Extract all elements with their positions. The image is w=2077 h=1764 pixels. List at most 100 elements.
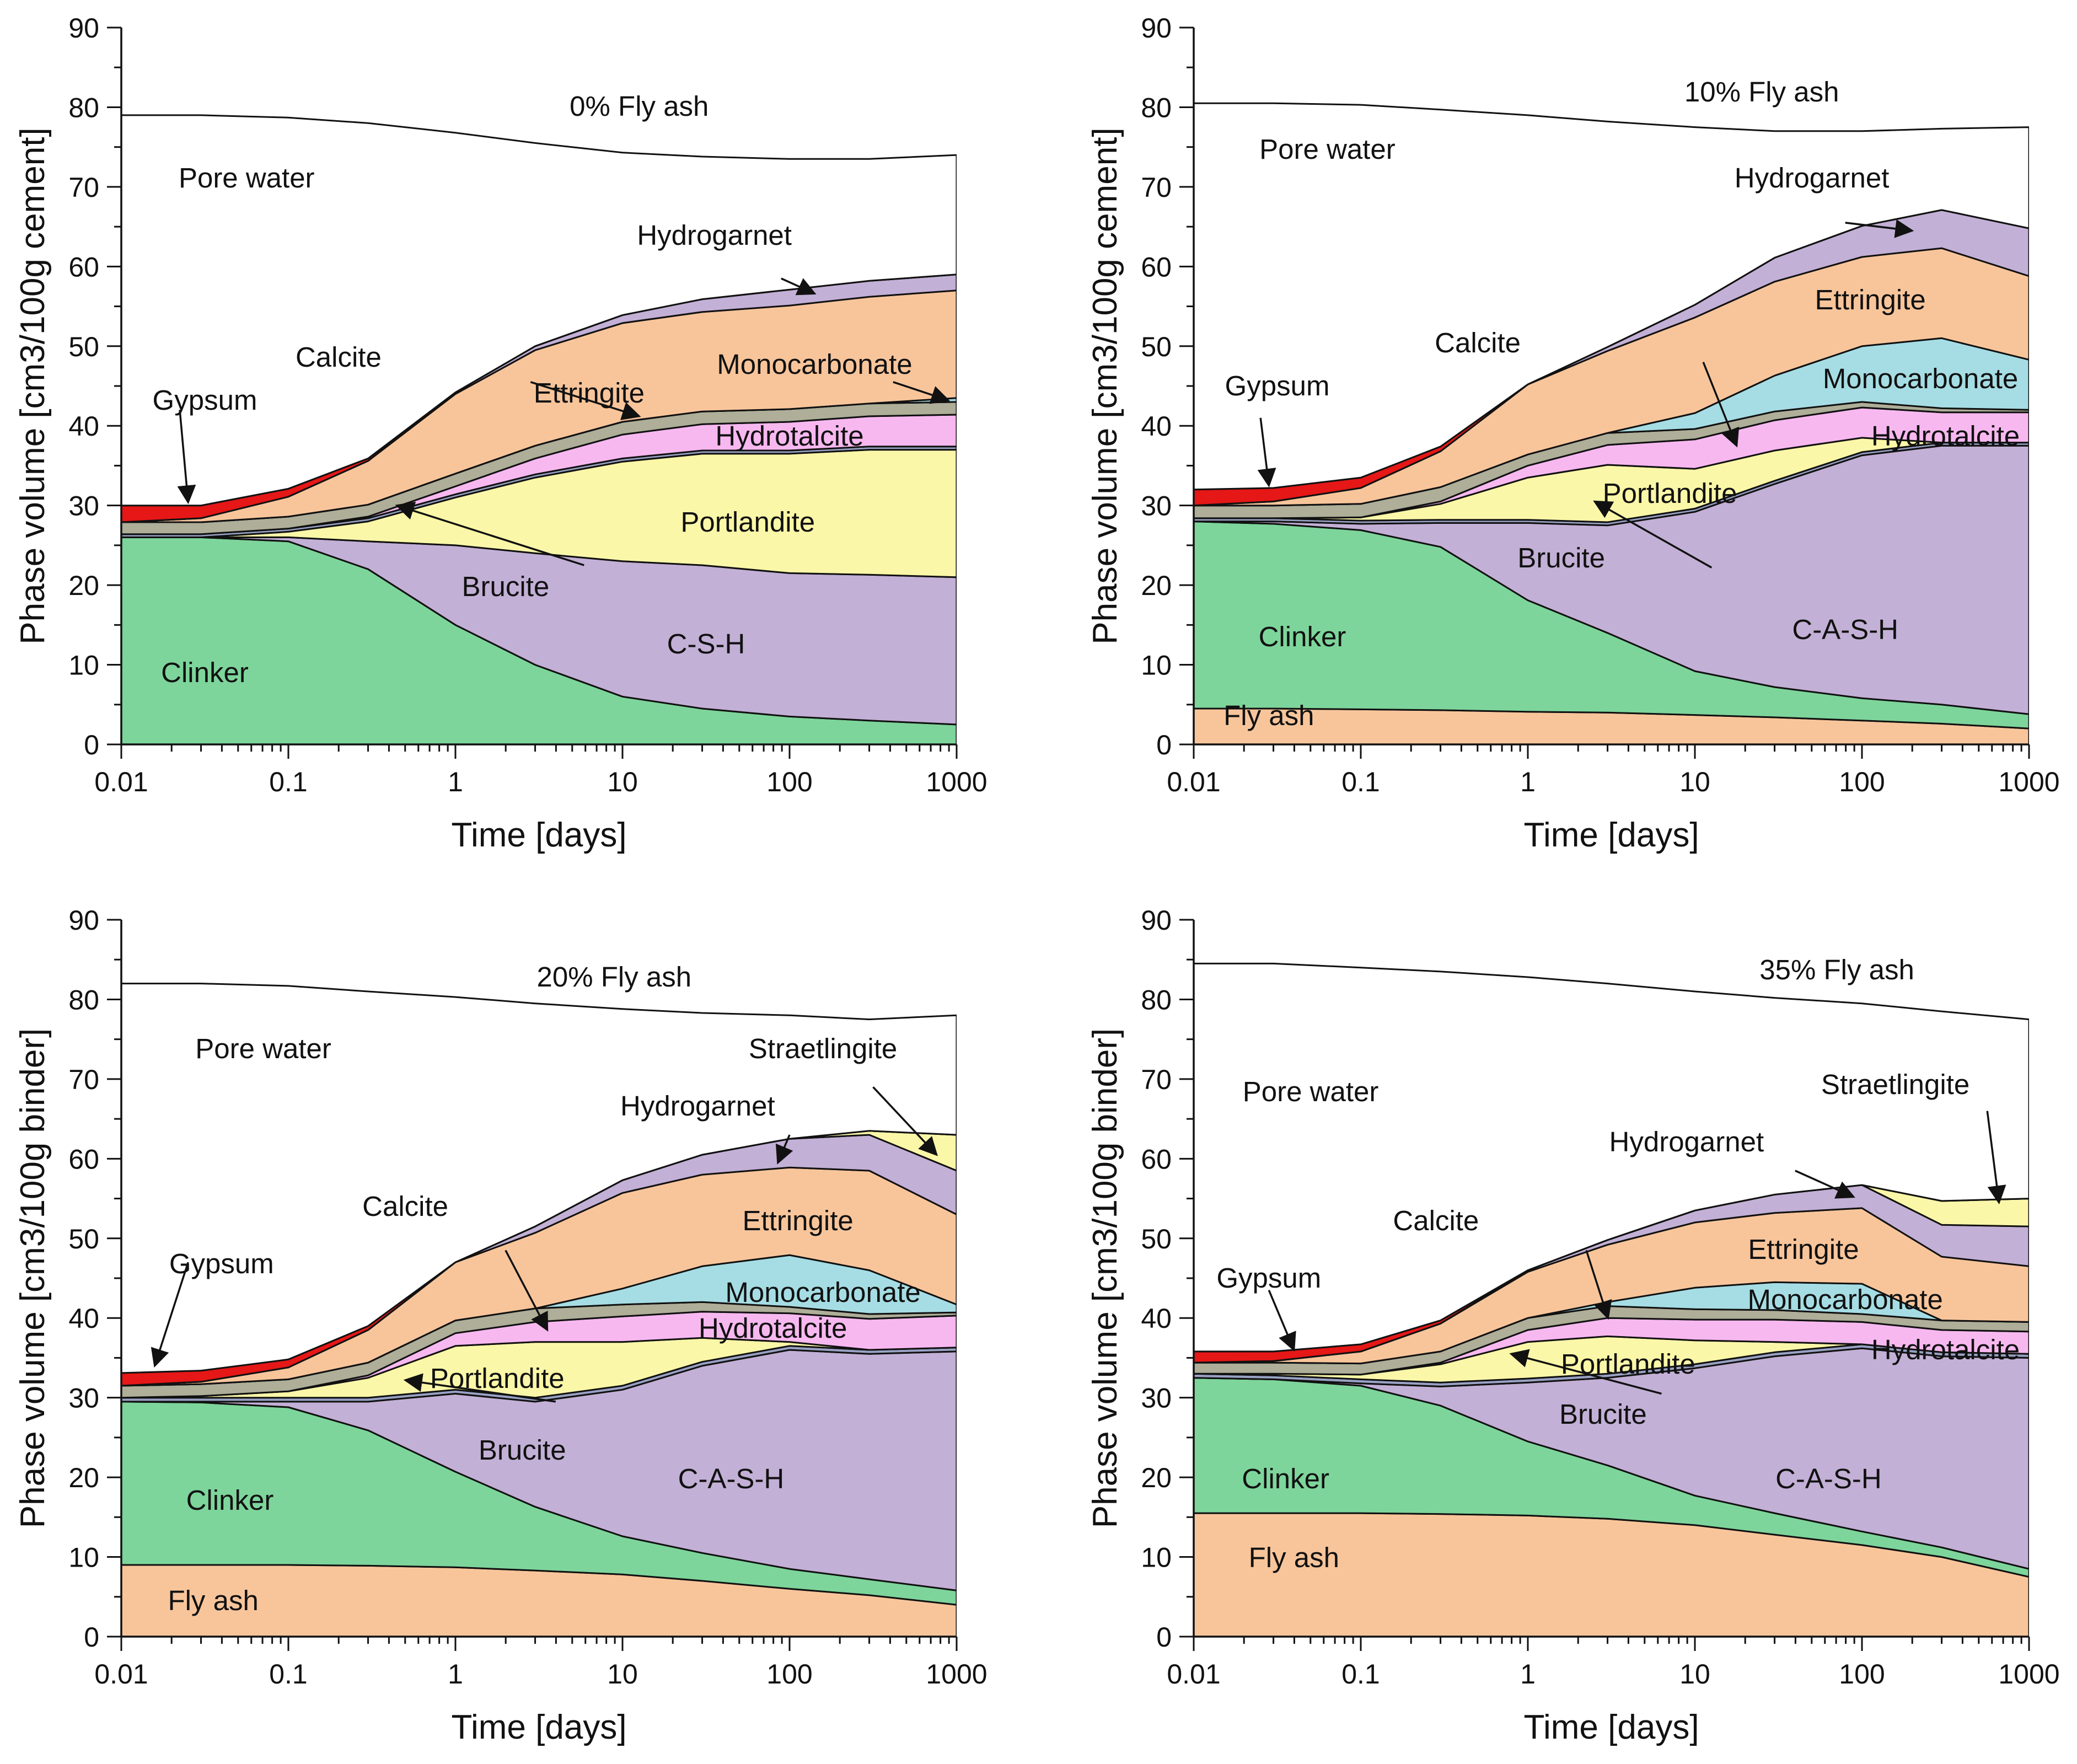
y-tick-label: 90 [1141, 905, 1172, 936]
arrow-hydrogarnet [781, 277, 817, 296]
label-hydrogarnet: Hydrogarnet [1609, 1126, 1764, 1157]
label-hydrotalcite: Hydrotalcite [715, 420, 863, 452]
x-tick-label: 10 [1679, 1659, 1710, 1690]
y-tick-label: 30 [1141, 1383, 1172, 1414]
y-tick-label: 60 [1141, 1144, 1172, 1175]
x-tick-label: 0.1 [1341, 766, 1380, 797]
y-tick-label: 20 [1141, 1462, 1172, 1493]
y-tick-label: 0 [84, 730, 99, 760]
y-tick-label: 20 [68, 570, 99, 601]
label-brucite: Brucite [479, 1434, 566, 1466]
label-gypsum: Gypsum [1225, 370, 1330, 401]
arrow-calcite [1585, 1250, 1612, 1320]
arrow-brucite [395, 501, 584, 566]
label-brucite: Brucite [1559, 1398, 1647, 1430]
label-hydrogarnet: Hydrogarnet [620, 1090, 775, 1122]
label-c-a-s-h: C-A-S-H [1792, 614, 1898, 645]
label-hydrogarnet: Hydrogarnet [637, 219, 792, 251]
y-tick-label: 80 [68, 92, 99, 123]
label-10-fly-ash: 10% Fly ash [1684, 76, 1839, 108]
label-monocarbonate: Monocarbonate [725, 1277, 920, 1308]
arrow-straetlingite [872, 1086, 938, 1156]
x-tick-label: 1000 [926, 1659, 987, 1690]
label-fly-ash: Fly ash [1223, 700, 1314, 731]
chart-panel-0-fly-ash: 0 10 20 30 40 50 60 70 80 90 0.01 0.1 1 10 100 1000 Time… [14, 13, 987, 854]
y-axis-title: Phase volume [cm3/100g cement] [1086, 127, 1124, 644]
y-tick-label: 70 [68, 1064, 99, 1095]
x-tick-label: 1 [1520, 1659, 1536, 1690]
x-tick-label: 1000 [926, 766, 987, 797]
y-tick-label: 90 [1141, 13, 1172, 44]
chart-panel-10-fly-ash: 0 10 20 30 40 50 60 70 80 90 0.01 0.1 1 10 100 1000 Time… [1086, 13, 2060, 854]
y-tick-label: 10 [1141, 650, 1172, 681]
plot-area [1194, 102, 2029, 744]
label-clinker: Clinker [161, 657, 249, 688]
y-tick-label: 20 [1141, 570, 1172, 601]
label-calcite: Calcite [296, 341, 382, 373]
label-clinker: Clinker [186, 1484, 274, 1516]
plot-area [1194, 962, 2029, 1637]
label-clinker: Clinker [1259, 621, 1346, 652]
y-tick-label: 80 [68, 984, 99, 1015]
x-tick-label: 0.1 [1341, 1659, 1380, 1690]
label-clinker: Clinker [1242, 1463, 1329, 1494]
label-pore-water: Pore water [1259, 133, 1396, 165]
x-tick-label: 100 [766, 766, 812, 797]
area-pore-water [121, 114, 957, 507]
x-tick-label: 10 [607, 1659, 638, 1690]
label-portlandite: Portlandite [1561, 1348, 1695, 1380]
x-tick-label: 1000 [1998, 766, 2059, 797]
label-0-fly-ash: 0% Fly ash [570, 90, 709, 122]
x-tick-label: 1 [448, 766, 463, 797]
x-tick-label: 1000 [1998, 1659, 2059, 1690]
x-axis-title: Time [days] [451, 816, 626, 854]
label-portlandite: Portlandite [430, 1363, 565, 1394]
y-axis-title: Phase volume [cm3/100g binder] [1086, 1028, 1124, 1528]
y-tick-label: 50 [68, 331, 99, 362]
label-pore-water: Pore water [1243, 1076, 1379, 1107]
plot-area [121, 114, 957, 744]
label-calcite: Calcite [362, 1191, 448, 1222]
y-tick-label: 10 [1141, 1542, 1172, 1573]
arrow-gypsum [151, 1262, 189, 1368]
area-pore-water [121, 983, 957, 1374]
label-pore-water: Pore water [195, 1033, 331, 1064]
y-tick-label: 40 [68, 411, 99, 442]
y-tick-label: 30 [68, 491, 99, 522]
y-tick-label: 10 [68, 1542, 99, 1573]
y-tick-label: 60 [1141, 251, 1172, 282]
label-ettringite: Ettringite [1748, 1234, 1859, 1265]
y-tick-label: 70 [1141, 172, 1172, 203]
arrow-gypsum [1257, 417, 1276, 487]
x-tick-label: 100 [1839, 766, 1885, 797]
y-tick-label: 80 [1141, 984, 1172, 1015]
x-tick-label: 0.01 [94, 1659, 148, 1690]
plot-area [121, 983, 957, 1637]
x-tick-label: 0.01 [94, 766, 148, 797]
x-tick-label: 0.1 [269, 766, 308, 797]
arrow-calcite [530, 381, 641, 420]
y-tick-label: 0 [1156, 1622, 1172, 1653]
label-ettringite: Ettringite [743, 1205, 854, 1236]
label-straetlingite: Straetlingite [749, 1033, 897, 1064]
label-c-a-s-h: C-A-S-H [678, 1463, 785, 1494]
y-tick-label: 50 [1141, 331, 1172, 362]
x-tick-label: 0.01 [1167, 766, 1220, 797]
y-tick-label: 0 [84, 1622, 99, 1653]
label-35-fly-ash: 35% Fly ash [1759, 954, 1914, 985]
chart-panel-35-fly-ash: 0 10 20 30 40 50 60 70 80 90 0.01 0.1 1 10 100 1000 Time… [1086, 905, 2060, 1746]
y-tick-label: 50 [1141, 1224, 1172, 1254]
arrow-brucite [403, 1373, 556, 1403]
y-axis-title: Phase volume [cm3/100g binder] [14, 1028, 52, 1528]
arrow-calcite [1702, 362, 1740, 448]
y-tick-label: 50 [68, 1224, 99, 1254]
y-tick-label: 90 [68, 905, 99, 936]
arrow-hydrogarnet [1795, 1170, 1855, 1199]
label-pore-water: Pore water [179, 162, 315, 194]
label-c-a-s-h: C-A-S-H [1775, 1463, 1882, 1494]
label-calcite: Calcite [1435, 327, 1521, 358]
y-tick-label: 70 [68, 172, 99, 203]
chart-panel-20-fly-ash: 0 10 20 30 40 50 60 70 80 90 0.01 0.1 1 10 100 1000 Time… [14, 905, 987, 1746]
arrow-gypsum [177, 410, 196, 505]
